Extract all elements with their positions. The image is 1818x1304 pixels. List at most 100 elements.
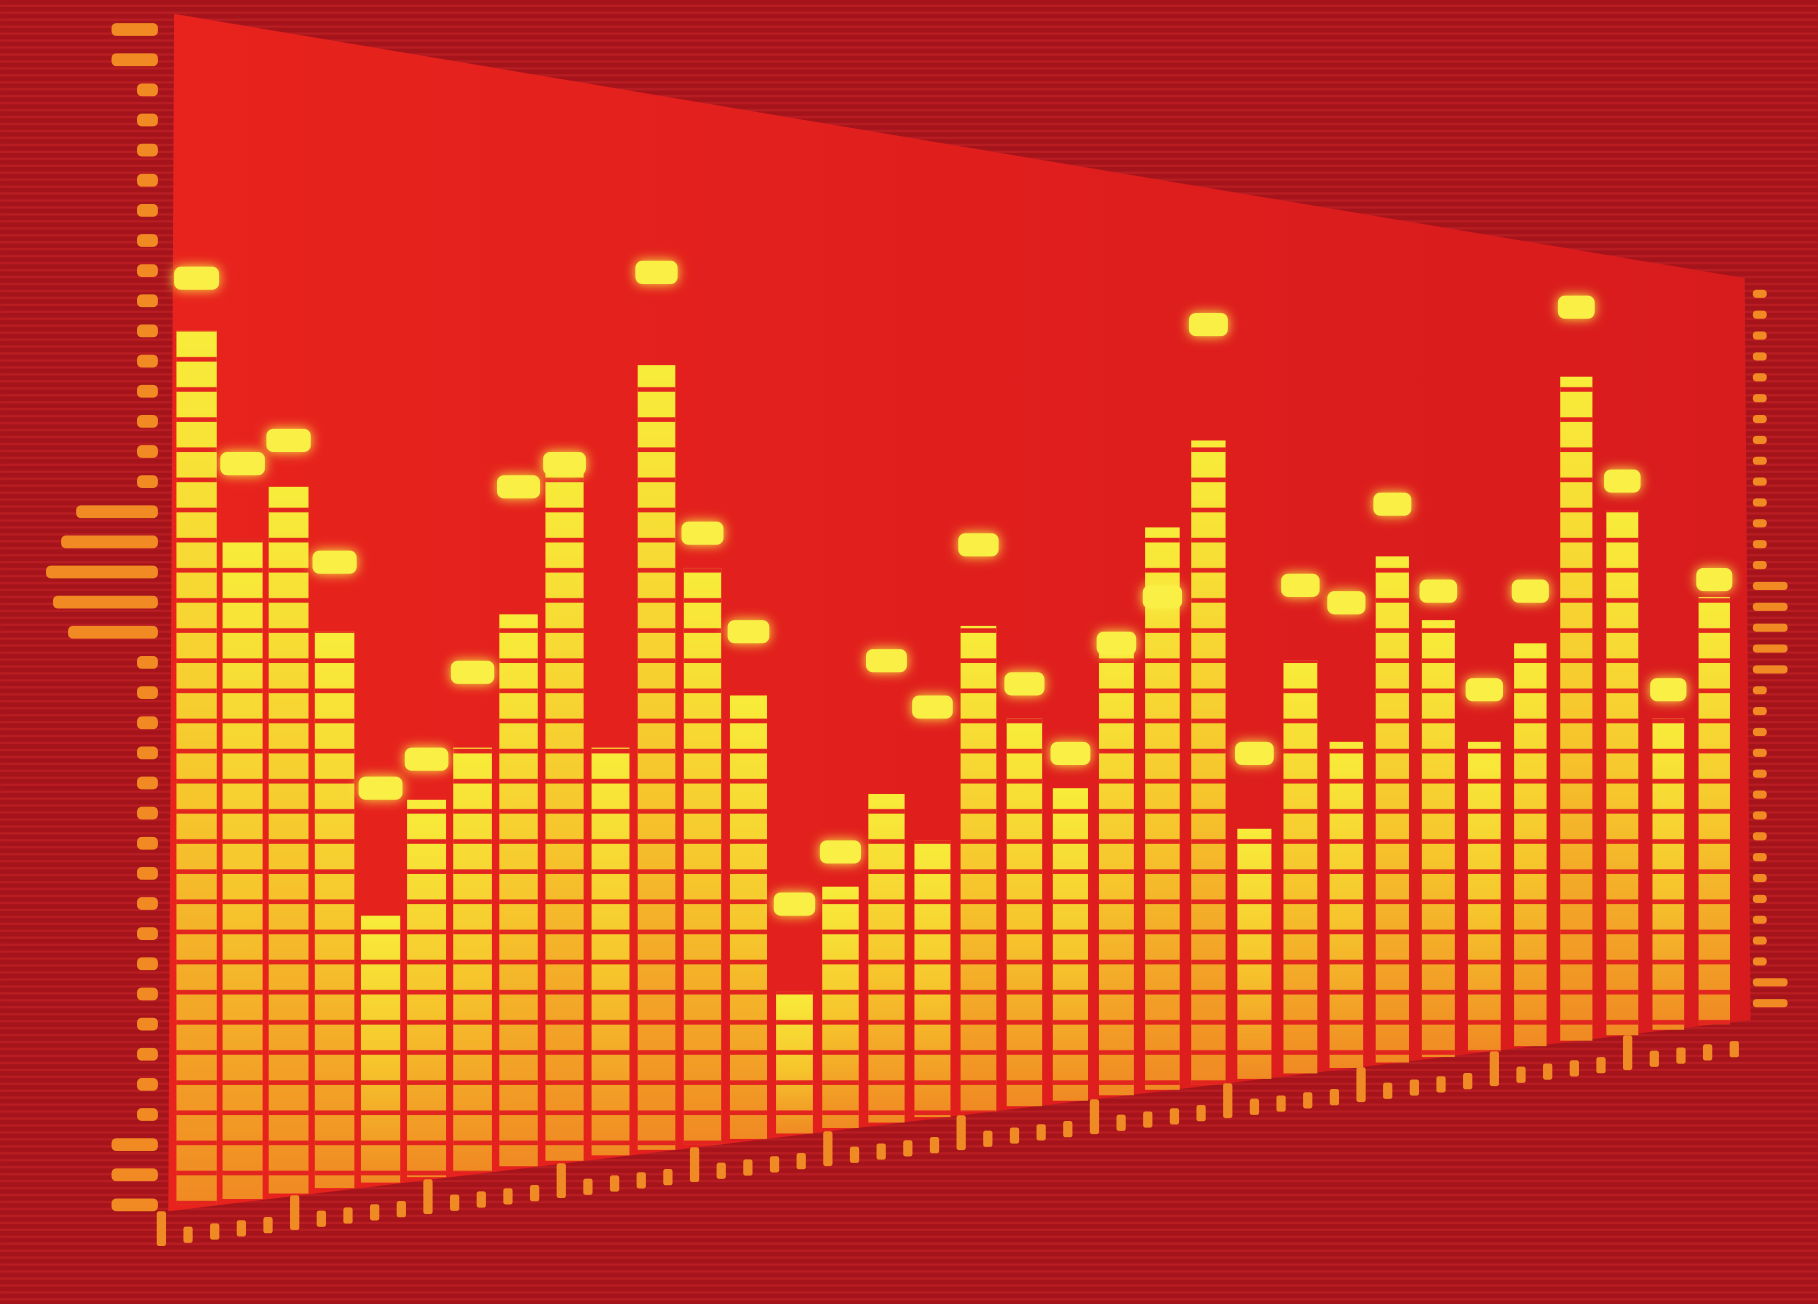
bar-segments [222, 538, 263, 1199]
ticks [46, 23, 1788, 1247]
bar-segments [1514, 643, 1547, 1047]
bottom-tick [636, 1172, 646, 1189]
peak [1096, 631, 1137, 655]
peak [358, 776, 403, 800]
bottom-tick [1489, 1051, 1499, 1087]
bar-segments [1606, 510, 1639, 1036]
peak [1604, 469, 1641, 493]
side-tick [137, 445, 158, 458]
peak [1004, 672, 1045, 696]
side-tick [1752, 957, 1767, 966]
side-tick [111, 1168, 158, 1182]
side-tick [1752, 519, 1767, 528]
bottom-tick [210, 1223, 220, 1240]
side-tick [52, 595, 158, 609]
side-tick [137, 987, 158, 1001]
bottom-tick [716, 1162, 726, 1179]
peak [1235, 741, 1274, 766]
bottom-tick [423, 1179, 433, 1215]
bar-segments [1467, 741, 1501, 1052]
bottom-tick [583, 1178, 593, 1195]
bar-segments [637, 365, 676, 1150]
bottom-tick [1463, 1073, 1473, 1090]
side-tick [1752, 540, 1767, 549]
bottom-tick [1063, 1121, 1073, 1138]
bottom-tick [503, 1188, 513, 1205]
bar-segments [1329, 741, 1364, 1068]
bottom-tick [876, 1143, 886, 1160]
side-tick [1752, 623, 1788, 632]
side-tick [137, 836, 158, 850]
bottom-tick [476, 1191, 486, 1208]
side-tick [1752, 936, 1767, 945]
bar-segments [683, 567, 722, 1145]
bottom-tick [929, 1137, 940, 1154]
side-tick [137, 746, 158, 760]
bottom-tick [263, 1217, 273, 1234]
bottom-tick [1169, 1108, 1180, 1125]
side-tick [1752, 414, 1767, 424]
side-tick [1752, 999, 1788, 1008]
bottom-tick [396, 1201, 406, 1218]
peak [312, 550, 357, 574]
side-tick [137, 234, 158, 247]
side-tick [76, 505, 158, 519]
peak [1650, 678, 1687, 702]
bars [176, 330, 1730, 1205]
peak [1511, 579, 1549, 603]
side-tick [1752, 873, 1767, 883]
side-tick [137, 927, 158, 941]
peak [1557, 295, 1595, 319]
bottom-tick [556, 1163, 566, 1199]
bar-segments [1652, 718, 1685, 1030]
bar-segments [776, 991, 813, 1134]
bottom-tick [796, 1153, 806, 1170]
peak [958, 533, 999, 557]
bar-segments [1698, 596, 1730, 1025]
bottom-tick [689, 1147, 700, 1183]
side-tick [137, 324, 158, 338]
bottom-tick [316, 1210, 326, 1227]
bottom-tick [1009, 1127, 1020, 1144]
side-tick [111, 53, 158, 67]
side-tick [1752, 978, 1788, 987]
side-tick [137, 83, 158, 97]
bottom-tick [1596, 1057, 1606, 1074]
side-tick [1752, 790, 1767, 799]
bar-segments [1560, 376, 1593, 1041]
side-tick [137, 957, 158, 971]
bottom-tick [823, 1131, 833, 1167]
bottom-tick [1196, 1105, 1206, 1122]
peak [450, 660, 495, 684]
bottom-tick [1036, 1124, 1046, 1141]
side-tick [1752, 435, 1767, 444]
bar-segments [1052, 788, 1089, 1101]
side-tick [137, 656, 158, 669]
peak [635, 260, 678, 284]
side-tick [137, 1108, 158, 1121]
side-tick [137, 806, 158, 820]
peak [266, 428, 311, 453]
bottom-tick [1569, 1060, 1579, 1077]
peak [773, 892, 816, 916]
bottom-tick [1516, 1066, 1526, 1083]
side-tick [61, 535, 158, 549]
side-tick [1752, 352, 1767, 361]
side-tick [1752, 373, 1767, 382]
bottom-tick [183, 1226, 193, 1243]
side-tick [46, 565, 158, 579]
bottom-tick [1543, 1063, 1553, 1080]
side-tick [137, 475, 158, 488]
bar-segments [1375, 556, 1409, 1063]
bottom-tick [1623, 1035, 1633, 1071]
bottom-tick [769, 1156, 780, 1173]
bottom-tick [1729, 1041, 1739, 1058]
bottom-tick [1249, 1098, 1260, 1115]
side-tick [68, 625, 158, 639]
bottom-tick [236, 1220, 246, 1237]
bottom-tick [1383, 1082, 1393, 1099]
side-tick [1752, 289, 1767, 298]
side-tick [1752, 394, 1767, 403]
